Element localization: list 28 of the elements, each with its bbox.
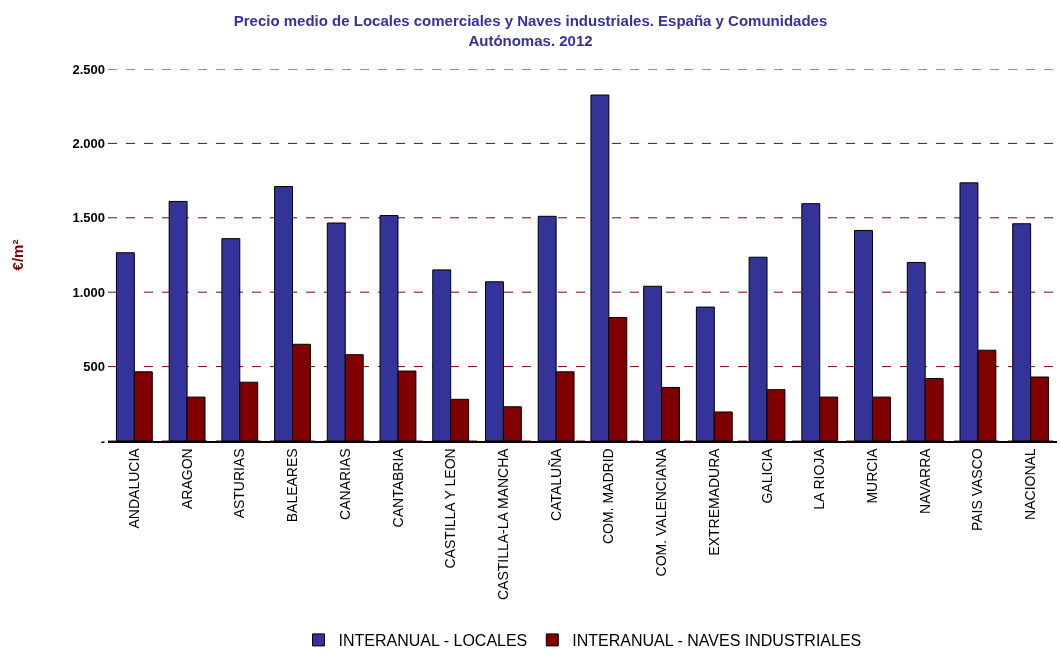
x-tick-label: NACIONAL	[1022, 448, 1039, 520]
y-axis-title: €/m²	[8, 239, 26, 271]
x-tick-label: CANTABRIA	[389, 447, 406, 528]
x-tick-label: ARAGON	[178, 448, 195, 510]
x-tick-label: COM. VALENCIANA	[653, 447, 670, 577]
y-tick-label: 2.500	[72, 61, 105, 77]
y-tick-label: 1.500	[72, 210, 105, 226]
x-tick-label: CANARIAS	[336, 448, 353, 520]
y-tick-label: -	[100, 433, 105, 449]
x-tick-label: LA RIOJA	[811, 447, 828, 510]
x-tick-label: PAIS VASCO	[969, 448, 986, 532]
x-tick-label: GALICIA	[758, 447, 775, 504]
chart-title: Precio medio de Locales comerciales y Naves industriales. España y Comunidades Autónomas. 2012	[233, 12, 828, 49]
legend-label: INTERANUAL - LOCALES	[338, 632, 528, 650]
x-tick-label: CASTILLA-LA MANCHA	[494, 447, 511, 601]
legend-label: INTERANUAL - NAVES INDUSTRIALES	[572, 632, 862, 650]
x-tick-label: EXTREMADURA	[705, 447, 722, 556]
x-tick-label: ASTURIAS	[231, 448, 248, 519]
x-tick-label: COM. MADRID	[600, 448, 617, 545]
x-tick-label: MURCIA	[864, 447, 881, 504]
y-tick-label: 1.000	[72, 284, 105, 300]
y-tick-label: 500	[83, 359, 105, 375]
x-tick-label: ANDALUCIA	[125, 447, 142, 529]
x-tick-label: NAVARRA	[916, 447, 933, 514]
y-tick-label: 2.000	[72, 135, 105, 151]
x-tick-label: CATALUÑA	[547, 447, 564, 521]
x-tick-label: BALEARES	[284, 448, 301, 523]
x-tick-label: CASTILLA Y LEON	[442, 448, 459, 569]
